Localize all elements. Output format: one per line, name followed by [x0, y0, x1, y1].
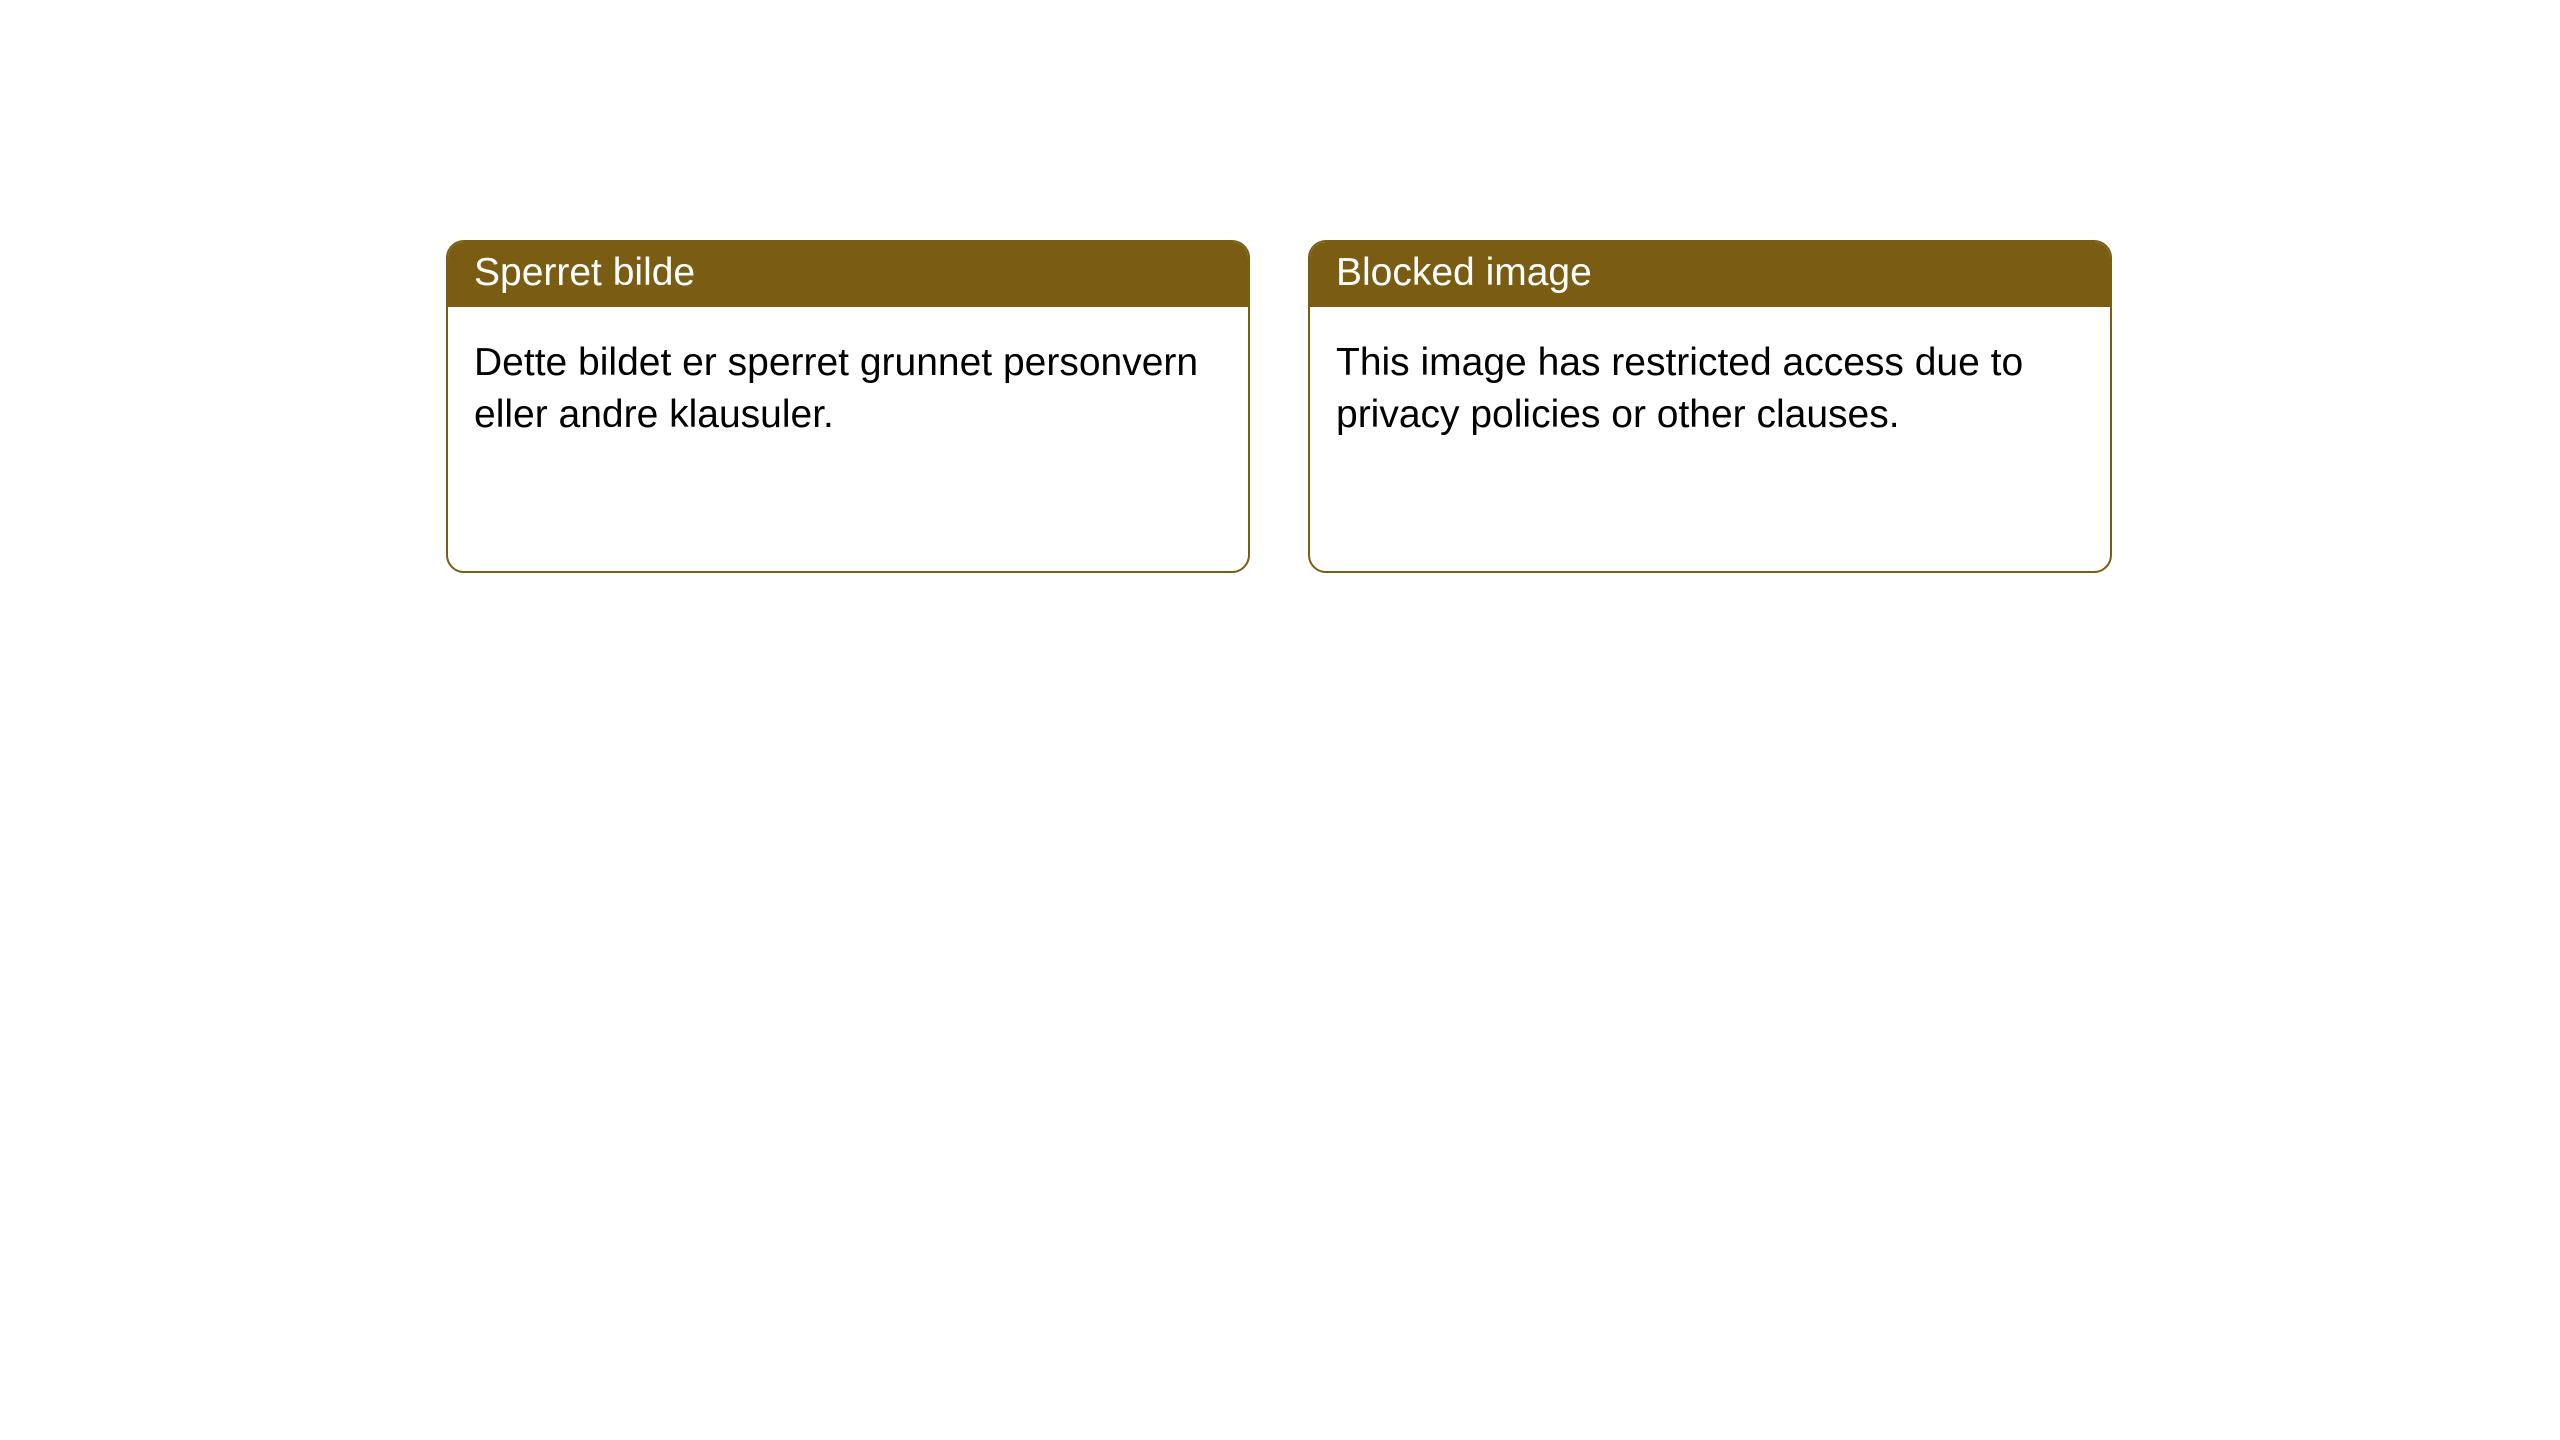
card-title-norwegian: Sperret bilde: [448, 242, 1248, 307]
notice-container: Sperret bilde Dette bildet er sperret gr…: [0, 0, 2560, 573]
blocked-image-card-norwegian: Sperret bilde Dette bildet er sperret gr…: [446, 240, 1250, 573]
card-body-norwegian: Dette bildet er sperret grunnet personve…: [448, 307, 1248, 468]
blocked-image-card-english: Blocked image This image has restricted …: [1308, 240, 2112, 573]
card-body-english: This image has restricted access due to …: [1310, 307, 2110, 468]
card-title-english: Blocked image: [1310, 242, 2110, 307]
